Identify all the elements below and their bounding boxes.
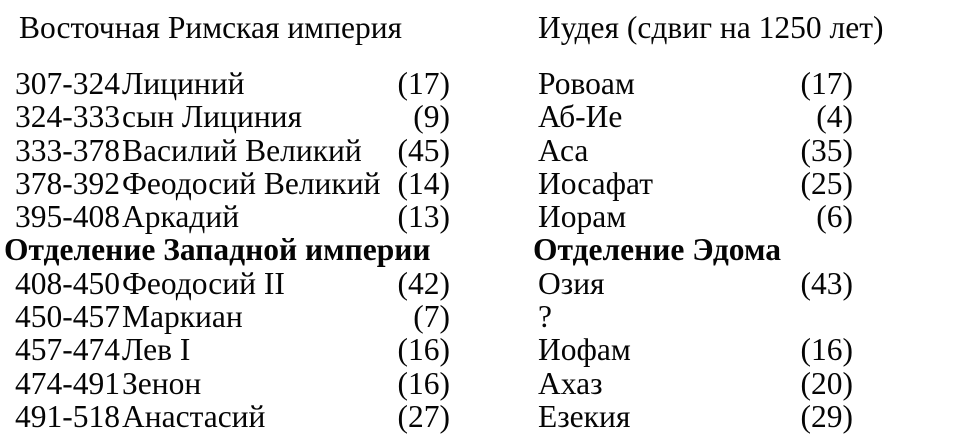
reign-years: 457-474 (15, 332, 120, 368)
ruler-row: 395-408 Аркадий (13) (15, 199, 450, 235)
reign-duration: (35) (800, 132, 853, 168)
ruler-name: Езекия (538, 398, 631, 434)
ruler-row: 333-378 Василий Великий (45) (15, 132, 450, 168)
reign-duration: (17) (800, 66, 853, 101)
reign-years: 450-457 (15, 299, 120, 335)
ruler-name: Аса (538, 132, 589, 168)
ruler-name: Аркадий (122, 199, 240, 235)
reign-duration: (45) (397, 132, 450, 168)
reign-duration: (9) (413, 99, 450, 135)
reign-duration: (4) (816, 99, 853, 135)
ruler-row: 307-324 Лициний (17) (15, 66, 450, 101)
right-column-title: Иудея (сдвиг на 1250 лет) (538, 10, 884, 45)
reign-years: 378-392 (15, 165, 120, 201)
ruler-row: Иосафат (25) (538, 165, 853, 201)
ruler-name: Иорам (538, 199, 627, 235)
reign-duration: (16) (397, 332, 450, 368)
ruler-name: Иосафат (538, 165, 653, 201)
eastern-roman-empire-column: Восточная Римская империя 307-324 Лицини… (4, 10, 450, 434)
section-heading: Отделение Западной империи (4, 232, 431, 268)
ruler-name: Феодосий Великий (122, 165, 381, 201)
ruler-name: Иофам (538, 332, 631, 368)
reign-duration: (43) (800, 265, 853, 301)
left-column-title: Восточная Римская империя (19, 10, 403, 45)
reign-years: 324-333 (15, 99, 120, 135)
reign-duration: (17) (397, 66, 450, 101)
ruler-row: Аб-Ие (4) (538, 99, 853, 135)
comparison-table-page: Восточная Римская империя 307-324 Лицини… (4, 10, 884, 434)
ruler-name: Феодосий II (122, 265, 285, 301)
reign-duration: (7) (413, 299, 450, 335)
ruler-row: Иофам (16) (538, 332, 853, 368)
reign-duration: (16) (800, 332, 853, 368)
reign-duration: (6) (816, 199, 853, 235)
ruler-name: Маркиан (122, 299, 243, 335)
ruler-row: 474-491 Зенон (16) (15, 365, 450, 401)
ruler-name: Анастасий (122, 398, 266, 434)
ruler-row: 408-450 Феодосий II (42) (15, 265, 450, 301)
ruler-row: 324-333 сын Лициния (9) (15, 99, 450, 135)
ruler-row: 457-474 Лев I (16) (15, 332, 450, 368)
ruler-name: Лев I (122, 332, 191, 368)
section-heading-row: Отделение Западной империи (4, 233, 450, 266)
reign-duration: (13) (397, 199, 450, 235)
ruler-row: Иорам (6) (538, 199, 853, 235)
ruler-row: Ахаз (20) (538, 365, 853, 401)
reign-duration: (42) (397, 265, 450, 301)
ruler-row: 491-518 Анастасий (27) (15, 398, 450, 434)
reign-years: 474-491 (15, 365, 120, 401)
reign-duration: (27) (397, 398, 450, 434)
reign-years: 408-450 (15, 265, 120, 301)
ruler-name: ? (538, 299, 552, 335)
ruler-name: Василий Великий (122, 132, 362, 168)
ruler-name: Ахаз (538, 365, 603, 401)
ruler-row: 450-457 Маркиан (7) (15, 299, 450, 335)
section-heading: Отделение Эдома (533, 232, 781, 268)
ruler-row: Аса (35) (538, 132, 853, 168)
reign-duration: (14) (397, 165, 450, 201)
reign-duration: (25) (800, 165, 853, 201)
reign-years: 395-408 (15, 199, 120, 235)
reign-years: 307-324 (15, 66, 120, 101)
ruler-name: Ровоам (538, 66, 635, 101)
ruler-row: Ровоам (17) (538, 66, 853, 101)
ruler-name: Лициний (122, 66, 245, 101)
ruler-name: Зенон (122, 365, 202, 401)
ruler-row: ? (538, 299, 853, 335)
ruler-row: 378-392 Феодосий Великий (14) (15, 165, 450, 201)
reign-duration: (20) (800, 365, 853, 401)
reign-duration: (16) (397, 365, 450, 401)
reign-years: 333-378 (15, 132, 120, 168)
reign-years: 491-518 (15, 398, 120, 434)
ruler-name: Аб-Ие (538, 99, 623, 135)
ruler-row: Озия (43) (538, 265, 853, 301)
judea-column: Иудея (сдвиг на 1250 лет) Ровоам (17) Аб… (533, 10, 884, 434)
reign-duration: (29) (800, 398, 853, 434)
ruler-row: Езекия (29) (538, 398, 853, 434)
ruler-name: Озия (538, 265, 605, 301)
ruler-name: сын Лициния (122, 99, 303, 135)
section-heading-row: Отделение Эдома (533, 233, 853, 266)
